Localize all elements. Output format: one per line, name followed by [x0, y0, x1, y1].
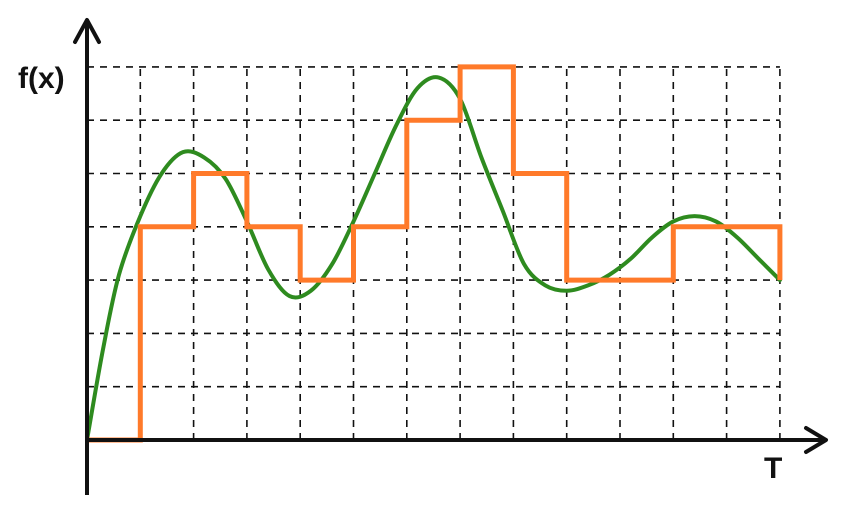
x-axis-label: T	[764, 452, 782, 485]
continuous-curve	[85, 75, 782, 442]
grid-lines	[87, 66, 781, 440]
step-approximation	[87, 64, 783, 443]
y-axis-label: f(x)	[18, 62, 65, 95]
axes	[73, 18, 828, 495]
x-axis-arrow-icon	[804, 426, 828, 454]
y-axis-arrow-icon	[73, 18, 101, 44]
